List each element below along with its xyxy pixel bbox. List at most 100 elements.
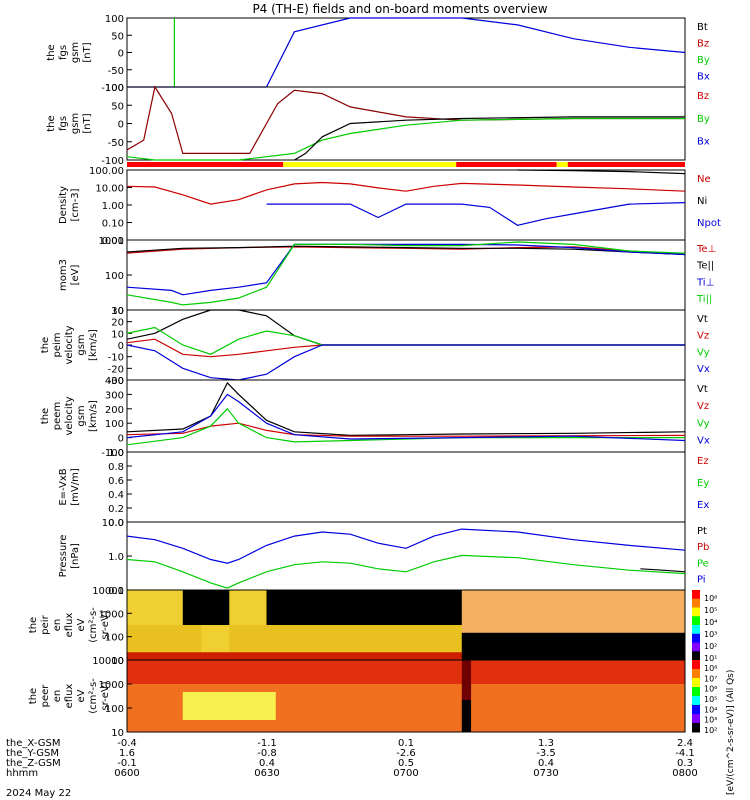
spectrogram-cell bbox=[136, 648, 147, 653]
spectrogram-cell bbox=[266, 700, 277, 705]
series-Ti|| bbox=[126, 241, 686, 306]
spectrogram-cell bbox=[285, 593, 295, 599]
spectrogram-cell bbox=[322, 652, 333, 657]
spectrogram-cell bbox=[340, 628, 351, 634]
spectrogram-cell bbox=[517, 644, 528, 649]
spectrogram-cell bbox=[238, 696, 249, 701]
spectrogram-cell bbox=[601, 672, 612, 677]
spectrogram-cell bbox=[406, 605, 416, 610]
spectrogram-cell bbox=[480, 605, 491, 610]
spectrogram-cell bbox=[154, 652, 165, 657]
spectrogram-cell bbox=[629, 668, 639, 673]
spectrogram-cell bbox=[247, 676, 258, 681]
spectrogram-cell bbox=[247, 656, 258, 661]
spectrogram-cell bbox=[350, 644, 360, 649]
spectrogram-cell bbox=[173, 621, 184, 626]
spectrogram-cell bbox=[619, 632, 630, 638]
spectrogram-cell bbox=[554, 700, 565, 705]
spectrogram-cell bbox=[554, 613, 565, 618]
spectrogram-cell bbox=[247, 688, 258, 693]
spectrogram-cell bbox=[313, 605, 323, 610]
spectrogram-cell bbox=[406, 656, 416, 661]
spectrogram-cell bbox=[238, 621, 249, 626]
spectrogram-cell bbox=[247, 590, 258, 595]
series-By bbox=[126, 117, 685, 161]
spectrogram-cell bbox=[433, 636, 444, 642]
spectrogram-cell bbox=[406, 636, 416, 642]
spectrogram-cell bbox=[378, 628, 388, 634]
spectrogram-cell bbox=[508, 704, 519, 709]
spectrogram-cell bbox=[471, 704, 481, 709]
spectrogram-cell bbox=[657, 664, 667, 669]
spectrogram-cell bbox=[657, 672, 667, 677]
y-axis-label: [km/s] bbox=[88, 329, 99, 361]
spectrogram-cell bbox=[517, 684, 528, 689]
spectrogram-cell bbox=[657, 613, 667, 618]
spectrogram-cell bbox=[415, 696, 426, 701]
spectrogram-cell bbox=[499, 724, 509, 729]
spectrogram-cell bbox=[480, 664, 491, 669]
spectrogram-cell bbox=[378, 601, 388, 607]
spectrogram-cell bbox=[517, 593, 528, 599]
spectrogram-cell bbox=[657, 660, 667, 665]
spectrogram-cell bbox=[526, 692, 537, 697]
orbit-value: 0.4 bbox=[538, 758, 554, 769]
spectrogram-cell bbox=[499, 680, 509, 685]
spectrogram-cell bbox=[545, 700, 556, 705]
spectrogram-cell bbox=[564, 728, 574, 733]
spectrogram-cell bbox=[340, 692, 351, 697]
spectrogram-cell bbox=[433, 590, 444, 595]
spectrogram-cell bbox=[136, 664, 147, 669]
spectrogram-cell bbox=[638, 644, 649, 649]
spectrogram-cell bbox=[443, 660, 453, 665]
spectrogram-cell bbox=[480, 688, 491, 693]
spectrogram-cell bbox=[378, 676, 388, 681]
spectrogram-cell bbox=[480, 597, 491, 603]
spectrogram-cell bbox=[396, 684, 407, 689]
spectrogram-cell bbox=[508, 593, 519, 599]
spectrogram-cell bbox=[554, 632, 565, 638]
spectrogram-cell bbox=[638, 724, 649, 729]
spectrogram-cell bbox=[657, 724, 667, 729]
spectrogram-cell bbox=[229, 712, 240, 717]
spectrogram-cell bbox=[387, 692, 398, 697]
spectrogram-cell bbox=[182, 696, 193, 701]
spectrogram-cell bbox=[545, 660, 556, 665]
spectrogram-cell bbox=[536, 724, 546, 729]
spectrogram-cell bbox=[452, 688, 463, 693]
spectrogram-cell bbox=[192, 696, 202, 701]
spectrogram-cell bbox=[657, 632, 667, 638]
spectrogram-cell bbox=[210, 601, 221, 607]
colorbar-swatch bbox=[692, 598, 700, 608]
spectrogram-cell bbox=[619, 609, 630, 614]
spectrogram-cell bbox=[517, 672, 528, 677]
spectrogram-cell bbox=[387, 728, 398, 733]
spectrogram-cell bbox=[461, 692, 472, 697]
spectrogram-cell bbox=[666, 656, 677, 661]
spectrogram-cell bbox=[619, 644, 630, 649]
spectrogram-cell bbox=[266, 632, 277, 638]
spectrogram-cell bbox=[554, 692, 565, 697]
spectrogram-cell bbox=[173, 628, 184, 634]
spectrogram-cell bbox=[322, 605, 333, 610]
spectrogram-cell bbox=[657, 696, 667, 701]
spectrogram-cell bbox=[592, 636, 602, 642]
spectrogram-cell bbox=[313, 692, 323, 697]
spectrogram-cell bbox=[145, 621, 156, 626]
spectrogram-cell bbox=[480, 708, 491, 713]
spectrogram-cell bbox=[675, 640, 686, 645]
spectrogram-cell bbox=[443, 656, 453, 661]
spectrogram-cell bbox=[564, 632, 574, 638]
spectrogram-cell bbox=[238, 680, 249, 685]
spectrogram-cell bbox=[573, 664, 584, 669]
spectrogram-cell bbox=[164, 644, 174, 649]
spectrogram-cell bbox=[154, 696, 165, 701]
spectrogram-cell bbox=[368, 590, 379, 595]
spectrogram-cell bbox=[238, 708, 249, 713]
series-Vt bbox=[126, 309, 685, 346]
spectrogram-cell bbox=[610, 724, 621, 729]
spectrogram-cell bbox=[461, 636, 472, 642]
spectrogram-cell bbox=[145, 597, 156, 603]
y-tick-label: -100 bbox=[101, 448, 124, 459]
